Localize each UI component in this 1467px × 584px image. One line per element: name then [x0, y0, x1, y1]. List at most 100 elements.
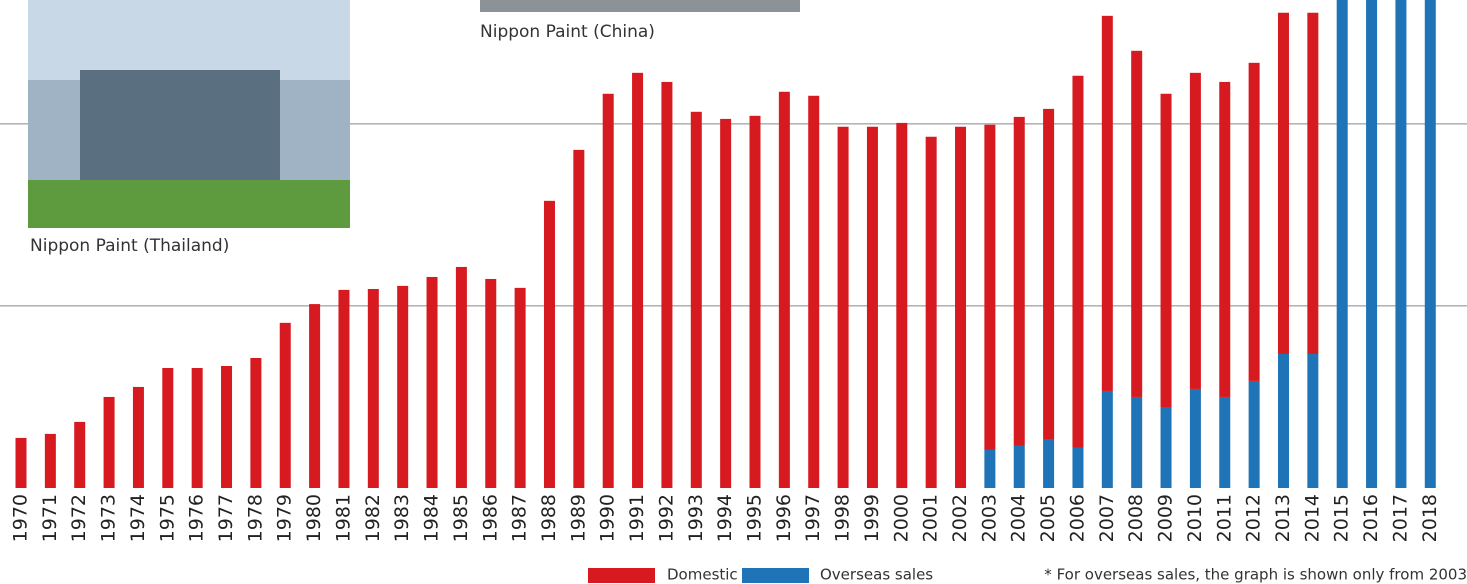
bar	[15, 437, 27, 488]
bar	[1131, 50, 1143, 397]
bar	[1189, 388, 1201, 488]
x-tick-label: 1987	[509, 494, 531, 542]
footnote: * For overseas sales, the graph is shown…	[1044, 566, 1467, 584]
legend-swatch	[588, 568, 655, 583]
bar	[837, 126, 849, 489]
bar	[1219, 81, 1231, 397]
bar	[1189, 72, 1201, 389]
x-tick-label: 2008	[1125, 494, 1147, 542]
photo-thailand	[28, 0, 350, 228]
bar	[1072, 75, 1084, 448]
bar	[426, 276, 438, 488]
bar	[573, 149, 585, 489]
x-tick-label: 1984	[421, 494, 443, 542]
bar	[1131, 396, 1143, 488]
bar	[896, 122, 908, 488]
bar	[955, 126, 967, 489]
bar	[1043, 439, 1055, 488]
bar	[44, 433, 56, 488]
x-tick-label: 2012	[1243, 494, 1265, 542]
x-tick-label: 2006	[1066, 494, 1088, 542]
bar	[1336, 0, 1348, 488]
bar	[1424, 0, 1436, 488]
bar	[543, 200, 555, 488]
bar	[103, 396, 115, 488]
bar	[514, 287, 526, 488]
bar	[778, 91, 790, 488]
bar	[1013, 116, 1025, 446]
x-tick-label: 1988	[538, 494, 560, 542]
bar	[749, 115, 761, 488]
bar	[397, 285, 409, 488]
x-tick-label: 2013	[1272, 494, 1294, 542]
x-tick-label: 1992	[655, 494, 677, 542]
x-tick-label: 1995	[744, 494, 766, 542]
bar	[720, 118, 732, 488]
bar	[221, 366, 233, 488]
x-tick-label: 1996	[773, 494, 795, 542]
legend-label: Overseas sales	[820, 566, 933, 584]
x-tick-label: 2015	[1331, 494, 1353, 542]
x-tick-label: 1985	[450, 494, 472, 542]
bar	[925, 136, 937, 488]
x-tick-label: 2002	[949, 494, 971, 542]
bar	[1101, 390, 1113, 488]
bar	[690, 111, 702, 489]
bar	[338, 289, 350, 488]
bar	[1072, 447, 1084, 488]
x-tick-label: 1974	[127, 494, 149, 542]
bar	[1219, 396, 1231, 488]
bar	[279, 322, 291, 488]
photo-china	[480, 0, 800, 12]
x-tick-label: 1976	[186, 494, 208, 542]
bar	[1101, 15, 1113, 391]
caption: Nippon Paint (China)	[480, 22, 655, 42]
bar	[132, 386, 144, 488]
x-tick-label: 1977	[215, 494, 237, 542]
x-tick-label: 1986	[479, 494, 501, 542]
bar	[455, 266, 467, 488]
caption: Nippon Paint (Thailand)	[30, 236, 229, 256]
bar	[984, 449, 996, 488]
bar	[808, 95, 820, 488]
x-tick-label: 2010	[1184, 494, 1206, 542]
x-tick-label: 1973	[98, 494, 120, 542]
bar	[1366, 0, 1378, 488]
bar	[1160, 407, 1172, 488]
x-tick-label: 1994	[714, 494, 736, 542]
x-tick-label: 1989	[567, 494, 589, 542]
bar	[1043, 108, 1055, 440]
x-tick-label: 2009	[1155, 494, 1177, 542]
bar	[191, 368, 203, 488]
bar	[74, 421, 86, 488]
x-tick-label: 1978	[244, 494, 266, 542]
x-tick-label: 1971	[39, 494, 61, 542]
bar	[1160, 93, 1172, 408]
bar	[1248, 62, 1260, 381]
x-tick-label: 2017	[1389, 494, 1411, 542]
bar	[309, 304, 321, 488]
bar	[1013, 445, 1025, 488]
bar	[984, 124, 996, 450]
bar	[485, 278, 497, 488]
bar	[1277, 353, 1289, 488]
bar	[1248, 380, 1260, 488]
x-tick-label: 2018	[1419, 494, 1441, 542]
x-tick-label: 1999	[861, 494, 883, 542]
x-tick-label: 1998	[832, 494, 854, 542]
x-tick-label: 2000	[890, 494, 912, 542]
bar	[661, 81, 673, 488]
x-tick-label: 1997	[802, 494, 824, 542]
x-tick-label: 2003	[978, 494, 1000, 542]
x-tick-label: 1982	[362, 494, 384, 542]
legend-swatch	[742, 568, 809, 583]
x-tick-label: 2011	[1213, 494, 1235, 542]
x-tick-label: 2004	[1008, 494, 1030, 542]
x-tick-label: 2001	[920, 494, 942, 542]
bar	[250, 357, 262, 488]
x-tick-label: 1972	[68, 494, 90, 542]
x-tick-label: 1979	[274, 494, 296, 542]
bar	[162, 368, 174, 488]
x-tick-label: 1990	[597, 494, 619, 542]
bar	[1307, 12, 1319, 354]
